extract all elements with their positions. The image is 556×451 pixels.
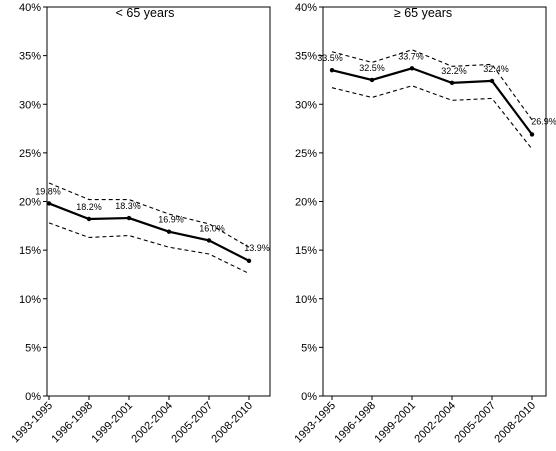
panel-1-x-tick-label: 2008-2010	[209, 400, 255, 446]
panel-1-data-label: 18.2%	[76, 202, 102, 212]
panel-2-series-lower	[331, 85, 533, 150]
panel-1-data-label: 16.9%	[158, 215, 184, 225]
panel-1-x-tick-label: 1993-1995	[9, 400, 55, 446]
panel-2-y-tick-label: 15%	[295, 245, 317, 257]
panel-1-series-estimate	[48, 202, 250, 262]
panel-1-y-tick-label: 0%	[25, 391, 41, 403]
panel-1-x-tick-label: 1999-2001	[89, 400, 135, 446]
panel-2-y-tick-label: 10%	[295, 294, 317, 306]
panel-2-y-tick-label: 40%	[295, 2, 317, 14]
panel-1-data-label: 16.0%	[199, 223, 225, 233]
panel-1-y-tick-label: 15%	[19, 245, 41, 257]
panel-1-x-tick-label: 1996-1998	[49, 400, 95, 446]
panel-1-title: < 65 years	[116, 6, 175, 20]
panel-2-data-point	[529, 132, 535, 137]
panel-2-x-tick-label: 1999-2001	[372, 400, 418, 446]
panel-2-plot-frame	[322, 6, 547, 397]
panel-2-x-tick-label: 2002-2004	[412, 400, 458, 446]
panel-2-title: ≥ 65 years	[394, 6, 452, 20]
panel-1-series-lower	[48, 222, 250, 274]
panel-2-x-tick-label: 2005-2007	[452, 400, 498, 446]
panel-2-data-point	[409, 66, 415, 71]
panel-1-data-label: 19.8%	[35, 186, 61, 196]
panel-1-y-tick-label: 30%	[19, 99, 41, 111]
panel-1-y-tick-label: 35%	[19, 51, 41, 63]
panel-2-y-tick-label: 20%	[295, 197, 317, 209]
panel-2-x-tick-label: 2008-2010	[492, 400, 538, 446]
panel-2-data-point	[449, 80, 455, 86]
panel-1-data-point	[126, 215, 132, 221]
panel-1-data-point	[86, 216, 92, 222]
panel-2-x-tick-label: 1993-1995	[292, 400, 338, 446]
panel-2-data-label: 32.2%	[441, 66, 467, 76]
panel-1-y-tick-label: 25%	[19, 148, 41, 160]
panel-2-y-tick-label: 30%	[295, 99, 317, 111]
panel-1-data-point	[166, 229, 172, 234]
panel-1-data-point	[246, 258, 252, 264]
panel-2-y-tick-label: 0%	[301, 391, 317, 403]
panel-2-data-point	[369, 77, 375, 83]
panel-1-y-tick-label: 5%	[25, 342, 41, 354]
panel-2-data-label: 33.5%	[317, 53, 343, 63]
panel-1-x-tick-label: 2005-2007	[169, 400, 215, 446]
panel-2-data-label: 32.5%	[359, 63, 385, 73]
panel-1-y-tick-label: 10%	[19, 294, 41, 306]
panel-2-data-label: 33.7%	[398, 51, 424, 61]
panel-2-data-label: 32.4%	[483, 64, 509, 74]
panel-1-x-tick-label: 2002-2004	[129, 400, 175, 446]
panel-1-data-label: 13.9%	[244, 243, 270, 253]
panel-1-data-label: 18.3%	[115, 201, 141, 211]
panel-1-series-upper	[48, 182, 250, 248]
panel-2-x-tick-label: 1996-1998	[332, 400, 378, 446]
panel-2-data-point	[489, 78, 495, 84]
panel-1-data-point	[46, 201, 52, 206]
panel-2-series-upper	[331, 49, 533, 121]
panel-2-data-label: 26.9%	[531, 116, 556, 126]
panel-2-y-tick-label: 35%	[295, 51, 317, 63]
panel-2-y-tick-label: 25%	[295, 148, 317, 160]
panel-1-data-point	[206, 238, 212, 243]
panel-2-data-point	[329, 68, 335, 73]
panel-2-y-tick-label: 5%	[301, 342, 317, 354]
panel-1-y-tick-label: 40%	[19, 2, 41, 14]
panel-2-series-estimate	[331, 67, 533, 136]
panel-1-y-tick-label: 20%	[19, 197, 41, 209]
